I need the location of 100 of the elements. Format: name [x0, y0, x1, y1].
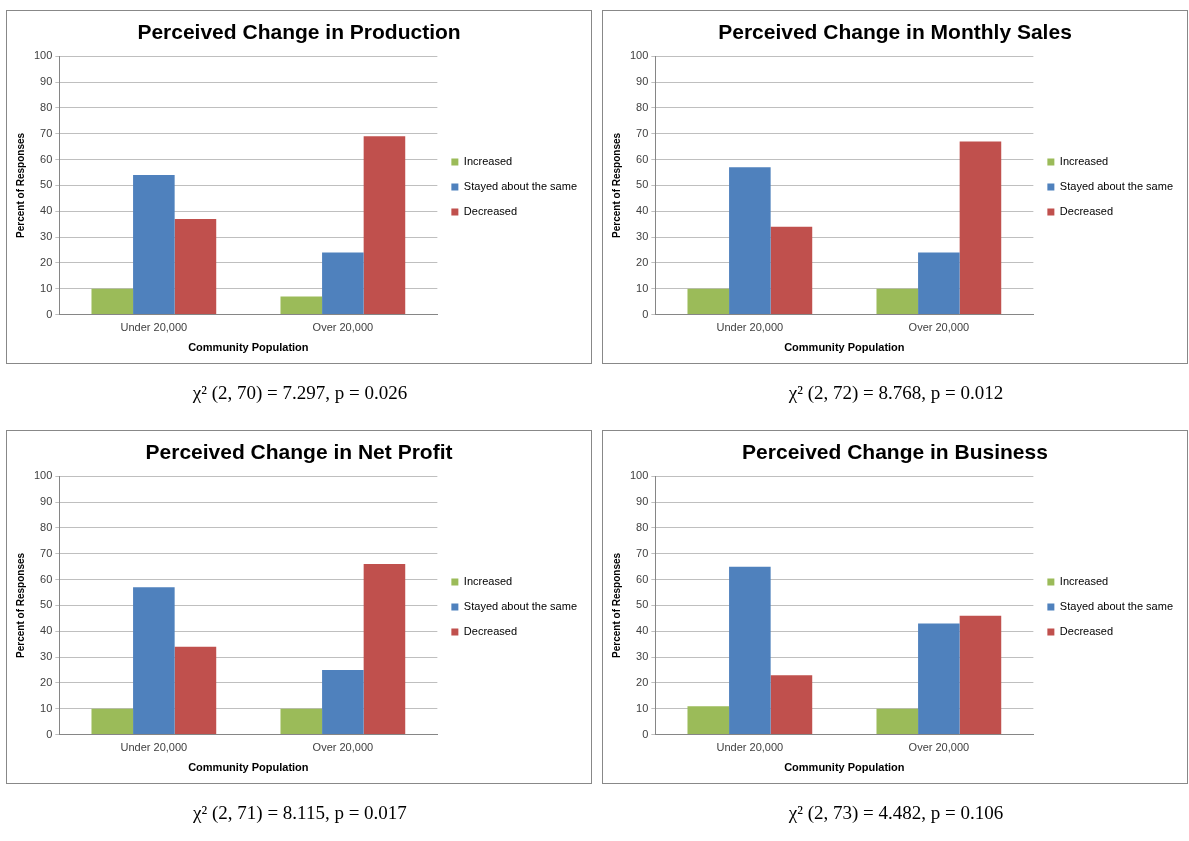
x-tick-label: Under 20,000: [120, 321, 188, 334]
bar: [174, 646, 217, 735]
bar: [133, 175, 175, 315]
chart-title: Perceived Change in Business: [742, 440, 1048, 464]
bar: [687, 288, 730, 315]
y-tick-label: 40: [636, 204, 649, 217]
legend-label: Increased: [1059, 575, 1109, 588]
y-tick-label: 100: [33, 49, 53, 62]
bar: [876, 288, 919, 315]
legend-label: Stayed about the same: [463, 600, 578, 613]
y-tick-label: 80: [636, 520, 649, 533]
y-tick-label: 50: [636, 598, 649, 611]
bar: [133, 587, 175, 735]
y-tick-label: 0: [642, 727, 649, 740]
y-tick-label: 10: [40, 701, 53, 714]
text: χ² (2, 73) = 4.482, p = 0.106: [787, 802, 1005, 824]
y-tick-label: 80: [40, 520, 53, 533]
y-tick-label: 50: [40, 178, 53, 191]
text: χ² (2, 71) = 8.115, p = 0.017: [192, 802, 408, 824]
legend-label: Stayed about the same: [1059, 600, 1174, 613]
y-tick-label: 20: [40, 675, 53, 688]
legend-label: Decreased: [463, 205, 518, 218]
y-tick-label: 20: [40, 255, 53, 268]
legend-label: Stayed about the same: [1059, 180, 1174, 193]
y-axis-title: Percent of Responses: [14, 132, 26, 238]
bar: [174, 218, 217, 315]
x-axis-title: Community Population: [784, 341, 905, 354]
y-tick-label: 40: [40, 204, 53, 217]
y-tick-label: 40: [636, 624, 649, 637]
bar: [280, 296, 323, 315]
y-axis-title: Percent of Responses: [610, 552, 622, 658]
y-tick-label: 100: [33, 469, 53, 482]
y-tick-label: 90: [40, 495, 53, 508]
legend-label: Increased: [463, 575, 513, 588]
bar: [363, 564, 406, 735]
y-tick-label: 40: [40, 624, 53, 637]
y-tick-label: 0: [642, 307, 649, 320]
legend-label: Decreased: [463, 625, 518, 638]
x-tick-label: Over 20,000: [908, 321, 970, 334]
bar: [876, 708, 919, 735]
legend-label: Increased: [1059, 155, 1109, 168]
x-tick-label: Under 20,000: [120, 741, 188, 754]
x-tick-label: Under 20,000: [716, 321, 784, 334]
legend-label: Decreased: [1059, 205, 1114, 218]
y-tick-label: 30: [40, 650, 53, 663]
x-tick-label: Over 20,000: [908, 741, 970, 754]
bar: [959, 141, 1002, 315]
legend-label: Increased: [463, 155, 513, 168]
chart-title: Perceived Change in Monthly Sales: [718, 20, 1072, 44]
y-tick-label: 70: [636, 546, 649, 559]
y-tick-label: 70: [40, 546, 53, 559]
y-tick-label: 80: [636, 100, 649, 113]
bar: [322, 670, 364, 735]
bar: [280, 708, 323, 735]
y-tick-label: 70: [636, 126, 649, 139]
y-axis-title: Percent of Responses: [14, 552, 26, 658]
bar: [770, 675, 813, 735]
y-axis-title: Percent of Responses: [610, 132, 622, 238]
bar: [91, 708, 134, 735]
y-tick-label: 30: [40, 230, 53, 243]
y-tick-label: 60: [40, 152, 53, 165]
y-tick-label: 30: [636, 230, 649, 243]
y-tick-label: 100: [629, 469, 649, 482]
text: χ² (2, 70) = 7.297, p = 0.026: [191, 382, 409, 404]
bar: [729, 167, 771, 315]
bar: [959, 615, 1002, 735]
x-axis-title: Community Population: [188, 761, 309, 774]
bar: [322, 252, 364, 315]
bar: [687, 706, 730, 735]
y-tick-label: 80: [40, 100, 53, 113]
y-tick-label: 0: [46, 307, 53, 320]
bar: [91, 288, 134, 315]
y-tick-label: 90: [636, 75, 649, 88]
y-tick-label: 60: [40, 572, 53, 585]
x-tick-label: Over 20,000: [312, 321, 374, 334]
y-tick-label: 10: [636, 281, 649, 294]
x-tick-label: Under 20,000: [716, 741, 784, 754]
chart-title: Perceived Change in Net Profit: [145, 440, 453, 464]
bar: [918, 252, 960, 315]
legend-label: Decreased: [1059, 625, 1114, 638]
y-tick-label: 10: [40, 281, 53, 294]
x-axis-title: Community Population: [188, 341, 309, 354]
y-tick-label: 10: [636, 701, 649, 714]
y-tick-label: 20: [636, 255, 649, 268]
chart-title: Perceived Change in Production: [137, 20, 461, 44]
y-tick-label: 90: [636, 495, 649, 508]
y-tick-label: 50: [636, 178, 649, 191]
y-tick-label: 100: [629, 49, 649, 62]
y-tick-label: 60: [636, 152, 649, 165]
y-tick-label: 0: [46, 727, 53, 740]
y-tick-label: 60: [636, 572, 649, 585]
x-tick-label: Over 20,000: [312, 741, 374, 754]
bar: [363, 136, 406, 315]
y-tick-label: 50: [40, 598, 53, 611]
y-tick-label: 70: [40, 126, 53, 139]
y-tick-label: 20: [636, 675, 649, 688]
x-axis-title: Community Population: [784, 761, 905, 774]
bar: [770, 226, 813, 315]
bar: [918, 623, 960, 735]
legend-label: Stayed about the same: [463, 180, 578, 193]
